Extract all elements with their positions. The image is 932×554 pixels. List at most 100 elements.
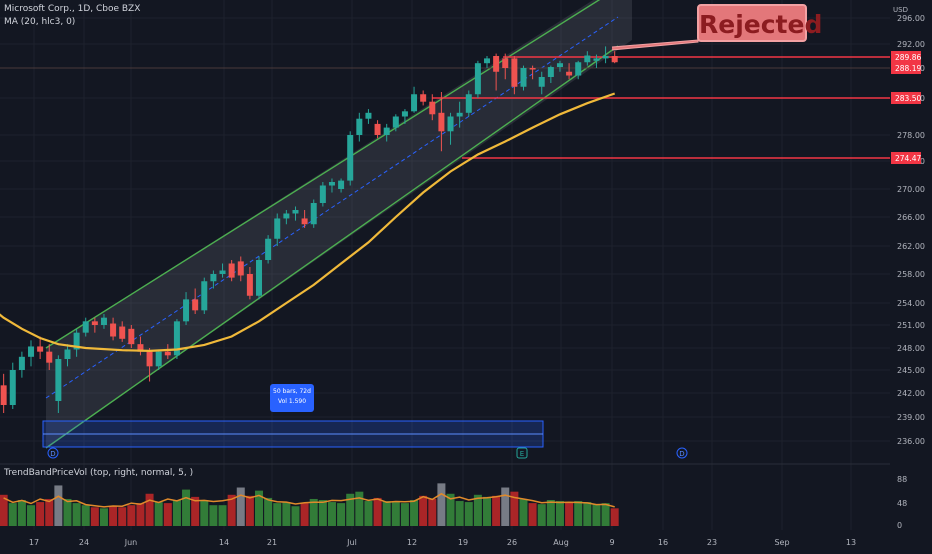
- candle-body: [319, 185, 326, 203]
- candle-body: [420, 94, 427, 102]
- candle-body: [283, 213, 290, 219]
- rejected-callout[interactable]: Rejected: [697, 4, 822, 42]
- date-tick-label: 26: [507, 538, 517, 547]
- price-label: 283.50: [895, 94, 921, 103]
- candle-body: [328, 182, 335, 186]
- candle-body: [456, 112, 463, 117]
- volume-bar: [118, 507, 127, 526]
- dividend-marker: [47, 447, 59, 459]
- candle-body: [493, 56, 500, 72]
- ma-legend[interactable]: MA (20, hlc3, 0): [4, 17, 76, 27]
- candle-body: [18, 356, 25, 370]
- date-tick-label: 21: [267, 538, 277, 547]
- date-tick-label: Sep: [774, 538, 789, 547]
- volume-bar: [446, 493, 455, 526]
- volume-bar: [364, 501, 373, 526]
- candle-body: [55, 359, 62, 401]
- volume-bar: [528, 503, 537, 526]
- candle-body: [310, 203, 317, 225]
- candle-body: [9, 370, 16, 405]
- date-tick-label: 16: [658, 538, 668, 547]
- volume-bar: [464, 502, 473, 526]
- volume-bar: [346, 493, 355, 526]
- date-tick-label: 19: [458, 538, 468, 547]
- event-marker-label: E: [520, 450, 524, 458]
- volume-bar: [145, 493, 154, 526]
- candle-body: [374, 123, 381, 135]
- candle-body: [301, 218, 308, 225]
- volume-bar: [428, 498, 437, 526]
- candle-body: [447, 116, 454, 132]
- candle-body: [28, 346, 35, 357]
- price-axis: 236.00 239.00 242.00 245.00 248.00 251.00 254.…: [890, 0, 932, 550]
- volume-histogram: [0, 463, 932, 526]
- date-tick-label: Jul: [346, 538, 357, 547]
- volume-bar: [72, 503, 81, 526]
- volume-bar: [63, 498, 72, 526]
- candle-body: [256, 260, 263, 296]
- price-label: 288.19: [895, 64, 921, 73]
- volume-bar: [127, 505, 136, 526]
- volume-bar: [483, 496, 492, 526]
- volume-bar: [54, 485, 63, 526]
- candle-body: [611, 56, 618, 63]
- volume-bar: [45, 498, 54, 526]
- event-marker-label: D: [679, 450, 684, 458]
- candle-body: [520, 68, 527, 87]
- volume-bar: [8, 503, 17, 526]
- currency-label: USD: [893, 6, 908, 14]
- volume-bar: [291, 506, 300, 526]
- event-marker-label: D: [50, 450, 55, 458]
- volume-bar: [583, 502, 592, 526]
- volume-bar: [273, 503, 282, 526]
- price-tick-label: 262.00: [897, 242, 925, 251]
- volume-bar: [200, 501, 209, 526]
- price-label-bg: [891, 62, 921, 74]
- price-tick-label: 242.00: [897, 389, 925, 398]
- price-axis-bg: [890, 0, 932, 550]
- volume-bar: [90, 507, 99, 526]
- volume-bar: [236, 487, 245, 526]
- price-tick-label: 254.00: [897, 299, 925, 308]
- volume-bar: [245, 495, 254, 526]
- channel-lower: [45, 45, 619, 449]
- date-tick-label: 17: [29, 538, 39, 547]
- measure-volume: Vol 1.590: [277, 398, 307, 405]
- volume-bar: [227, 494, 236, 526]
- measure-bars: 50 bars, 72d: [273, 388, 311, 395]
- ma-line: [0, 92, 616, 353]
- candle-body: [584, 55, 591, 63]
- price-tick-label: 248.00: [897, 344, 925, 353]
- price-tick-label: 270.00: [897, 185, 925, 194]
- date-tick-label: 12: [407, 538, 417, 547]
- date-tick-label: 9: [609, 538, 614, 547]
- date-tick-label: Jun: [124, 538, 138, 547]
- candle-body: [228, 263, 235, 278]
- price-tick-label: 258.00: [897, 270, 925, 279]
- candle-body: [246, 274, 253, 296]
- volume-bar: [537, 504, 546, 526]
- channel-upper: [45, 0, 601, 349]
- earnings-marker: [516, 447, 528, 459]
- volume-tick-label: 48: [897, 499, 907, 508]
- candle-body: [183, 299, 190, 322]
- candle-body: [338, 180, 345, 189]
- volume-bar: [99, 508, 108, 526]
- indicator-legend[interactable]: TrendBandPriceVol (top, right, normal, 5…: [4, 468, 194, 478]
- price-label: 289.86: [895, 53, 921, 62]
- candle-body: [356, 118, 363, 135]
- candle-body: [347, 135, 354, 181]
- price-tick-label: 266.00: [897, 213, 925, 222]
- channel-fill: [46, 0, 632, 448]
- symbol-legend[interactable]: Microsoft Corp., 1D, Cboe BZX: [4, 4, 141, 14]
- volume-trend-line: [3, 492, 615, 508]
- volume-bar: [172, 500, 181, 526]
- candle-body: [91, 321, 98, 325]
- volume-bar: [437, 483, 446, 526]
- candle-body: [602, 56, 609, 59]
- date-tick-label: 23: [707, 538, 717, 547]
- volume-bar: [382, 501, 391, 526]
